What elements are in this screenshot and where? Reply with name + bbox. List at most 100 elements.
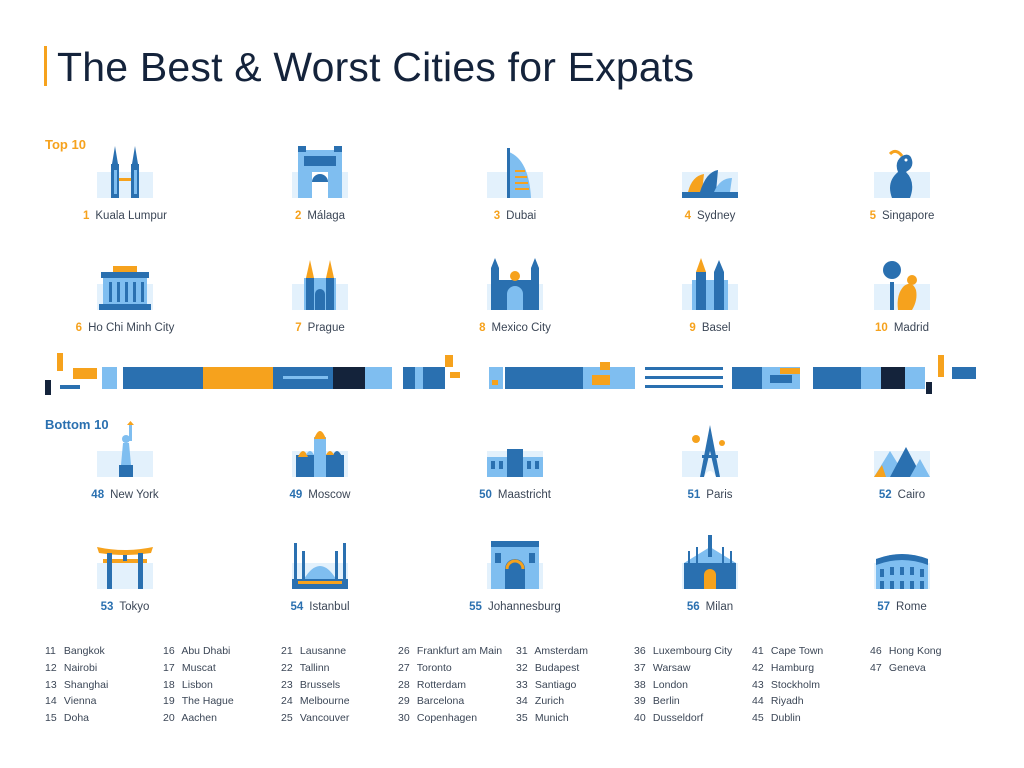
bear-tree-statue-icon [866,254,938,314]
city-rank: 54 [290,601,304,613]
city-rank: 7 [295,322,302,334]
list-item: 12 Nairobi [45,660,108,677]
list-item: 36 Luxembourg City [634,643,732,660]
city-card: 3 Dubai [430,142,600,242]
city-rank: 9 [689,322,696,334]
list-item-rank: 21 [281,645,293,657]
city-card: 9 Basel [625,254,795,354]
list-item: 44 Riyadh [752,693,823,710]
city-rank: 1 [82,210,90,222]
list-item-rank: 11 [45,645,56,657]
list-item-name: Santiago [534,678,577,691]
list-item-rank: 26 [398,645,410,657]
list-item: 37 Warsaw [634,660,732,677]
petronas-towers-icon [89,142,161,202]
city-caption: 10 Madrid [817,322,987,334]
city-card: 56 Milan [625,533,795,633]
city-card: 7 Prague [235,254,405,354]
list-item-rank: 18 [163,678,175,691]
list-item: 15 Doha [45,710,108,727]
city-caption: 55 Johannesburg [430,601,600,613]
city-caption: 3 Dubai [430,210,600,222]
city-card: 53 Tokyo [40,533,210,633]
milan-cathedral-icon [674,533,746,593]
city-caption: 57 Rome [817,601,987,613]
city-name: Sydney [697,210,736,222]
johannesburg-building-icon [479,533,551,593]
list-item: 27 Toronto [398,660,502,677]
list-item-rank: 39 [634,695,646,708]
list-item-name: Brussels [299,678,341,691]
mausoleum-icon [89,254,161,314]
list-item: 23 Brussels [281,677,350,694]
malaga-building-icon [284,142,356,202]
city-rank: 57 [877,601,891,613]
city-rank: 5 [869,210,876,222]
city-name: New York [110,489,159,501]
city-rank: 8 [479,322,486,334]
merlion-icon [866,142,938,202]
city-rank: 55 [469,601,482,613]
statue-of-liberty-icon [89,421,161,481]
list-item: 19 The Hague [163,693,234,710]
list-item-rank: 27 [398,661,410,674]
city-name: Johannesburg [487,601,561,613]
city-name: Cairo [897,489,926,501]
city-caption: 7 Prague [235,322,405,334]
list-item-rank: 17 [163,661,175,674]
city-caption: 51 Paris [625,489,795,501]
city-rank: 51 [687,489,701,501]
city-caption: 5 Singapore [817,210,987,222]
city-card: 57 Rome [817,533,987,633]
rank-list-column: 11 Bangkok 12 Nairobi 13 Shanghai 14 Vienna… [45,643,108,727]
city-caption: 49 Moscow [235,489,405,501]
list-item-rank: 34 [516,695,528,708]
city-name: Basel [701,322,731,334]
list-item-name: Tallinn [299,661,330,674]
list-item-rank: 16 [163,645,175,657]
list-item: 35 Munich [516,710,588,727]
list-item-name: Dublin [770,712,801,725]
list-item: 20 Aachen [163,710,234,727]
city-name: Milan [705,601,734,613]
city-card: 2 Málaga [235,142,405,242]
page-title: The Best & Worst Cities for Expats [57,44,695,90]
city-rank: 3 [493,210,501,222]
city-rank: 2 [294,210,302,222]
list-item-rank: 20 [163,712,175,725]
list-item-rank: 46 [870,645,882,657]
list-item-rank: 32 [516,661,528,674]
city-rank: 52 [878,489,892,501]
rank-list-column: 21 Lausanne 22 Tallinn 23 Brussels 24 Melbo… [281,643,350,727]
city-caption: 4 Sydney [625,210,795,222]
city-card: 49 Moscow [235,421,405,521]
city-rank: 49 [289,489,303,501]
list-item-rank: 30 [398,712,410,725]
city-name: Dubai [506,210,537,222]
list-item-rank: 31 [516,645,528,657]
list-item-name: Hong Kong [888,645,942,657]
city-card: 50 Maastricht [430,421,600,521]
city-name: Moscow [308,489,351,501]
list-item-rank: 42 [752,661,764,674]
list-item: 11 Bangkok [45,643,108,660]
list-item-rank: 47 [870,661,882,674]
list-item-rank: 36 [634,645,646,657]
city-caption: 52 Cairo [817,489,987,501]
list-item: 24 Melbourne [281,693,350,710]
list-item-name: Doha [63,712,90,725]
list-item-rank: 43 [752,678,764,691]
list-item-name: Riyadh [770,695,804,708]
city-rank: 6 [75,322,83,334]
city-name: Prague [307,322,345,334]
city-rank: 4 [684,210,692,222]
city-rank: 10 [875,322,888,334]
list-item: 31 Amsterdam [516,643,588,660]
tyn-church-icon [284,254,356,314]
list-item-name: Barcelona [416,695,465,708]
list-item-rank: 24 [281,695,293,708]
blue-mosque-icon [284,533,356,593]
torii-gate-icon [89,533,161,593]
city-name: Kuala Lumpur [95,210,167,222]
rank-list-column: 31 Amsterdam 32 Budapest 33 Santiago 34 Zur… [516,643,588,727]
